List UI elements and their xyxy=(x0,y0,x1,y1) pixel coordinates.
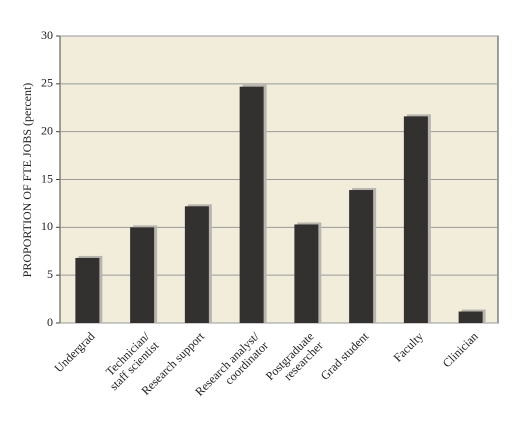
bar xyxy=(294,224,319,323)
bar xyxy=(75,257,100,323)
x-tick-label: Undergrad xyxy=(51,329,97,375)
x-tick-label-line: Undergrad xyxy=(51,329,97,375)
x-tick-label-line: Faculty xyxy=(391,329,426,364)
y-tick-label: 10 xyxy=(41,219,53,233)
x-tick-label: Postgraduateresearcher xyxy=(263,329,326,392)
x-tick-label: Grad student xyxy=(318,329,372,383)
y-tick-label: 30 xyxy=(41,28,53,42)
x-tick-label: Clinician xyxy=(440,329,481,370)
x-tick-label-line: Clinician xyxy=(440,329,481,370)
y-tick-label: 0 xyxy=(47,315,53,329)
x-tick-label-line: Grad student xyxy=(318,329,372,383)
bar xyxy=(403,116,428,323)
y-tick-label: 20 xyxy=(41,123,53,137)
bar xyxy=(239,86,264,323)
bar xyxy=(184,206,209,323)
y-tick-label: 15 xyxy=(41,171,53,185)
bar xyxy=(130,227,155,323)
y-tick-label: 5 xyxy=(47,267,53,281)
bar xyxy=(458,311,483,323)
y-axis-label: PROPORTION OF FTE JOBS (percent) xyxy=(20,83,34,278)
x-tick-label: Faculty xyxy=(391,329,426,364)
y-tick-label: 25 xyxy=(41,76,53,90)
bar xyxy=(349,190,374,323)
